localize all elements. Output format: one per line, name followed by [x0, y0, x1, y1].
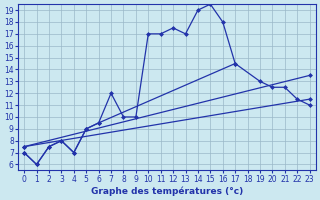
X-axis label: Graphe des températures (°c): Graphe des températures (°c) — [91, 186, 243, 196]
